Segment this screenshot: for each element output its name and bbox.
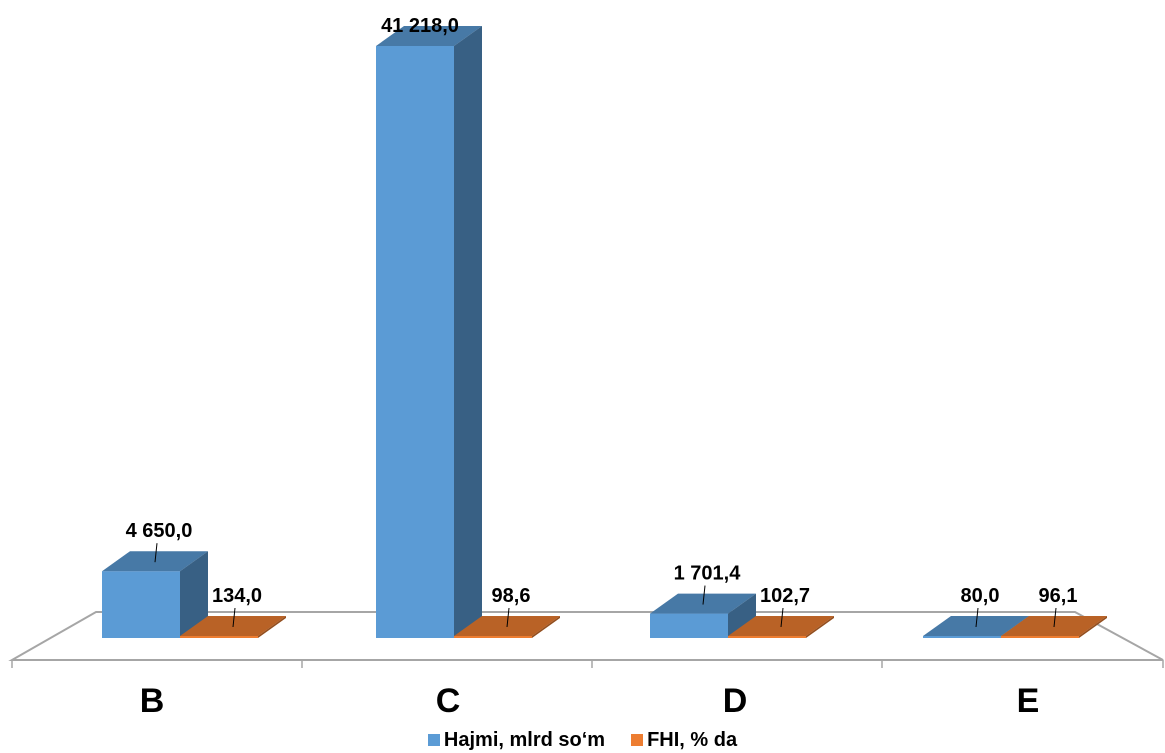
label-leader-line: [975, 607, 979, 628]
bar-side: [258, 616, 286, 638]
data-label-B-series-1: 4 650,0: [126, 520, 193, 542]
label-leader-line: [780, 607, 784, 628]
bar-front: [454, 636, 532, 638]
data-label-B-series-2: 134,0: [212, 585, 262, 607]
chart-floor: [8, 611, 1164, 661]
bar-front: [728, 636, 806, 638]
bars-layer: [102, 26, 1107, 638]
data-label-C-series-1: 41 218,0: [381, 15, 459, 37]
label-leader-line: [702, 585, 706, 605]
legend-label-series-2: FHI, % da: [647, 728, 738, 751]
bar-side: [1079, 616, 1107, 638]
data-label-C-series-2: 98,6: [492, 585, 531, 607]
x-axis-ticks: [11, 660, 1164, 668]
bar-side: [180, 551, 208, 638]
category-label-B: B: [140, 682, 165, 720]
label-leader-line: [506, 607, 510, 628]
bar-front: [923, 636, 1001, 638]
label-leader-line: [1053, 607, 1057, 628]
bar-side: [728, 593, 756, 638]
data-labels-layer: 4 650,0 134,0 41 218,0 98,6 1 701,4 102,7 80,0…: [126, 15, 1078, 628]
bar-side: [532, 616, 560, 638]
chart: 4 650,0 134,0 41 218,0 98,6 1 701,4 102,7 80,0…: [8, 15, 1164, 720]
bar-side: [806, 616, 834, 638]
legend-swatch-series-2: [631, 734, 644, 746]
legend-item-series-2: FHI, % da: [631, 729, 737, 752]
category-label-C: C: [436, 682, 461, 720]
bar-front: [1001, 636, 1079, 638]
legend-swatch-series-1: [427, 734, 440, 746]
bar-front: [102, 571, 180, 638]
bar-side: [454, 26, 482, 638]
bar-front: [650, 613, 728, 638]
data-label-E-series-1: 80,0: [961, 585, 1000, 607]
data-label-D-series-1: 1 701,4: [674, 563, 742, 585]
bar-front: [180, 636, 258, 638]
data-label-E-series-2: 96,1: [1039, 585, 1078, 607]
category-labels-layer: B C D E: [140, 682, 1040, 720]
legend: Hajmi, mlrd so‘m FHI, % da: [0, 727, 1165, 753]
legend-item-series-1: Hajmi, mlrd so‘m: [427, 728, 606, 752]
legend-label-series-1: Hajmi, mlrd so‘m: [443, 728, 606, 751]
bar-top: [376, 26, 482, 46]
bar-front: [376, 46, 454, 638]
bar-B-series-1: [102, 551, 208, 638]
category-label-E: E: [1017, 682, 1040, 720]
label-leader-line: [232, 607, 236, 628]
bar-C-series-1: [376, 26, 482, 638]
category-label-D: D: [723, 682, 748, 720]
label-leader-line: [154, 543, 158, 563]
data-label-D-series-2: 102,7: [760, 585, 810, 607]
